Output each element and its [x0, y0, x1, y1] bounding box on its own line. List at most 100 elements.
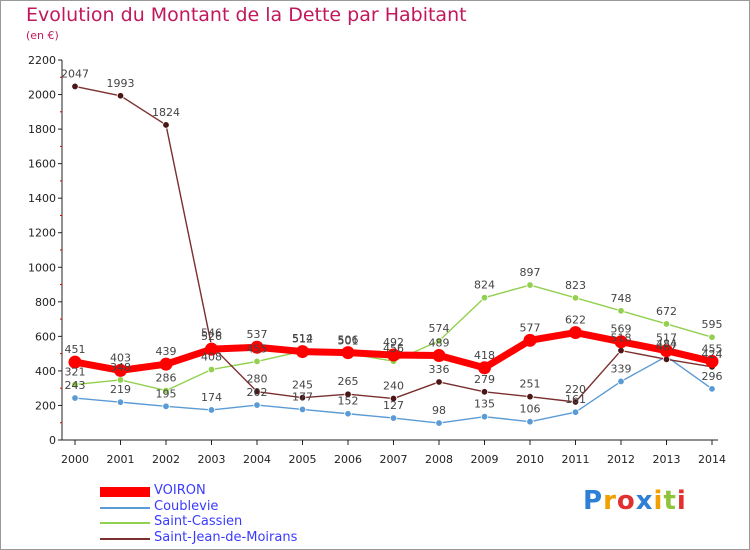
data-point-coublevie — [116, 398, 125, 406]
data-label-saint-jean-de-moirans: 251 — [520, 378, 541, 391]
data-label-saint-cassien: 455 — [247, 342, 268, 355]
data-label-saint-jean-de-moirans: 265 — [338, 375, 359, 388]
data-label-saint-jean-de-moirans: 245 — [292, 379, 313, 392]
data-label-voiron: 506 — [338, 334, 359, 347]
data-point-saint-jean-de-moirans — [253, 387, 261, 396]
data-label-saint-jean-de-moirans: 220 — [565, 383, 586, 396]
data-label-coublevie: 161 — [565, 393, 586, 406]
legend-swatch-voiron — [100, 487, 150, 497]
data-label-saint-cassien: 408 — [201, 351, 222, 364]
legend-label-coublevie: Coublevie — [154, 498, 219, 514]
legend-label-saint-cassien: Saint-Cassien — [154, 514, 243, 529]
data-label-saint-cassien: 823 — [565, 279, 586, 292]
y-tick-label: 2200 — [28, 54, 56, 67]
proxiti-logo-letter: i — [653, 486, 664, 516]
data-point-voiron — [250, 340, 264, 354]
data-label-coublevie: 202 — [247, 386, 268, 399]
data-point-voiron — [296, 345, 309, 359]
proxiti-logo-letter: x — [635, 486, 654, 516]
x-tick-label: 2004 — [243, 453, 271, 466]
data-label-voiron: 492 — [383, 336, 404, 349]
y-tick-label: 1400 — [28, 192, 56, 205]
data-label-coublevie: 106 — [520, 403, 541, 416]
data-point-saint-jean-de-moirans — [298, 393, 307, 402]
data-point-coublevie — [253, 401, 261, 409]
data-label-saint-jean-de-moirans: 518 — [611, 332, 632, 345]
data-point-saint-cassien — [571, 294, 580, 302]
proxiti-logo-letter: P — [583, 486, 604, 516]
data-label-voiron: 451 — [65, 343, 86, 356]
data-label-saint-jean-de-moirans: 279 — [474, 373, 495, 386]
x-tick-label: 2010 — [516, 453, 544, 466]
data-label-saint-jean-de-moirans: 424 — [702, 348, 723, 361]
data-point-coublevie — [708, 385, 716, 393]
x-tick-label: 2013 — [653, 453, 681, 466]
data-point-voiron — [523, 333, 537, 347]
data-point-saint-cassien — [526, 281, 534, 289]
data-label-coublevie: 98 — [432, 404, 446, 417]
data-point-coublevie — [207, 406, 216, 414]
data-point-voiron — [387, 348, 400, 362]
data-label-saint-cassien: 672 — [656, 305, 677, 318]
y-tick-label: 800 — [35, 296, 56, 309]
x-tick-label: 2000 — [61, 453, 89, 466]
data-label-saint-jean-de-moirans: 1993 — [107, 77, 135, 90]
legend-label-saint-jean-de-moirans: Saint-Jean-de-Moirans — [154, 529, 298, 545]
data-label-voiron: 517 — [656, 332, 677, 345]
data-label-voiron: 455 — [702, 342, 723, 355]
data-label-voiron: 489 — [429, 337, 450, 350]
legend-swatch-coublevie — [100, 506, 150, 509]
data-point-coublevie — [526, 417, 534, 426]
data-label-voiron: 569 — [611, 323, 632, 336]
data-label-voiron: 577 — [520, 321, 541, 334]
data-label-saint-jean-de-moirans: 240 — [383, 380, 404, 393]
data-point-voiron — [614, 335, 628, 349]
data-label-coublevie: 339 — [611, 362, 632, 375]
x-tick-label: 2001 — [107, 453, 135, 466]
data-label-saint-jean-de-moirans: 467 — [656, 340, 677, 353]
data-label-saint-jean-de-moirans: 336 — [429, 363, 450, 376]
legend-swatch-saint-cassien — [100, 522, 150, 524]
data-label-saint-jean-de-moirans: 1824 — [152, 106, 180, 119]
data-label-voiron: 403 — [110, 351, 131, 364]
data-point-saint-jean-de-moirans — [116, 92, 125, 100]
data-label-saint-cassien: 321 — [65, 366, 86, 379]
data-point-coublevie — [71, 394, 79, 402]
x-tick-label: 2002 — [152, 453, 180, 466]
data-label-voiron: 526 — [201, 330, 222, 343]
y-tick-label: 1800 — [28, 123, 56, 136]
data-point-coublevie — [617, 377, 625, 386]
data-point-voiron — [478, 361, 491, 375]
data-point-coublevie — [435, 419, 443, 427]
data-label-voiron: 512 — [292, 333, 313, 346]
data-label-voiron: 439 — [156, 345, 177, 358]
data-label-coublevie: 127 — [383, 399, 404, 412]
x-tick-label: 2014 — [698, 453, 726, 466]
data-label-coublevie: 135 — [474, 398, 495, 411]
data-point-saint-cassien — [480, 293, 489, 302]
y-tick-label: 1000 — [28, 261, 56, 274]
data-point-saint-cassien — [708, 333, 716, 341]
y-tick-label: 0 — [49, 434, 56, 447]
data-point-voiron — [660, 344, 673, 358]
y-tick-label: 1200 — [28, 227, 56, 240]
proxiti-logo-letter: i — [676, 486, 687, 516]
data-point-coublevie — [389, 414, 398, 422]
data-point-saint-cassien — [71, 380, 79, 389]
data-label-saint-jean-de-moirans: 546 — [201, 327, 222, 340]
data-label-saint-jean-de-moirans: 2047 — [61, 67, 89, 80]
data-point-voiron — [432, 349, 446, 363]
chart-title: Evolution du Montant de la Dette par Hab… — [26, 4, 467, 26]
data-point-saint-jean-de-moirans — [389, 394, 398, 403]
data-label-saint-cassien: 501 — [338, 334, 359, 347]
data-point-voiron — [114, 363, 127, 377]
data-label-saint-cassien: 748 — [611, 292, 632, 305]
data-label-coublevie: 152 — [338, 395, 359, 408]
proxiti-logo: Proxiti — [583, 486, 687, 516]
data-label-saint-cassien: 348 — [110, 361, 131, 374]
series-points — [68, 82, 719, 427]
proxiti-logo-letter: t — [663, 486, 677, 516]
data-point-coublevie — [480, 412, 489, 421]
data-point-voiron — [341, 346, 355, 360]
data-point-saint-jean-de-moirans — [480, 388, 489, 396]
